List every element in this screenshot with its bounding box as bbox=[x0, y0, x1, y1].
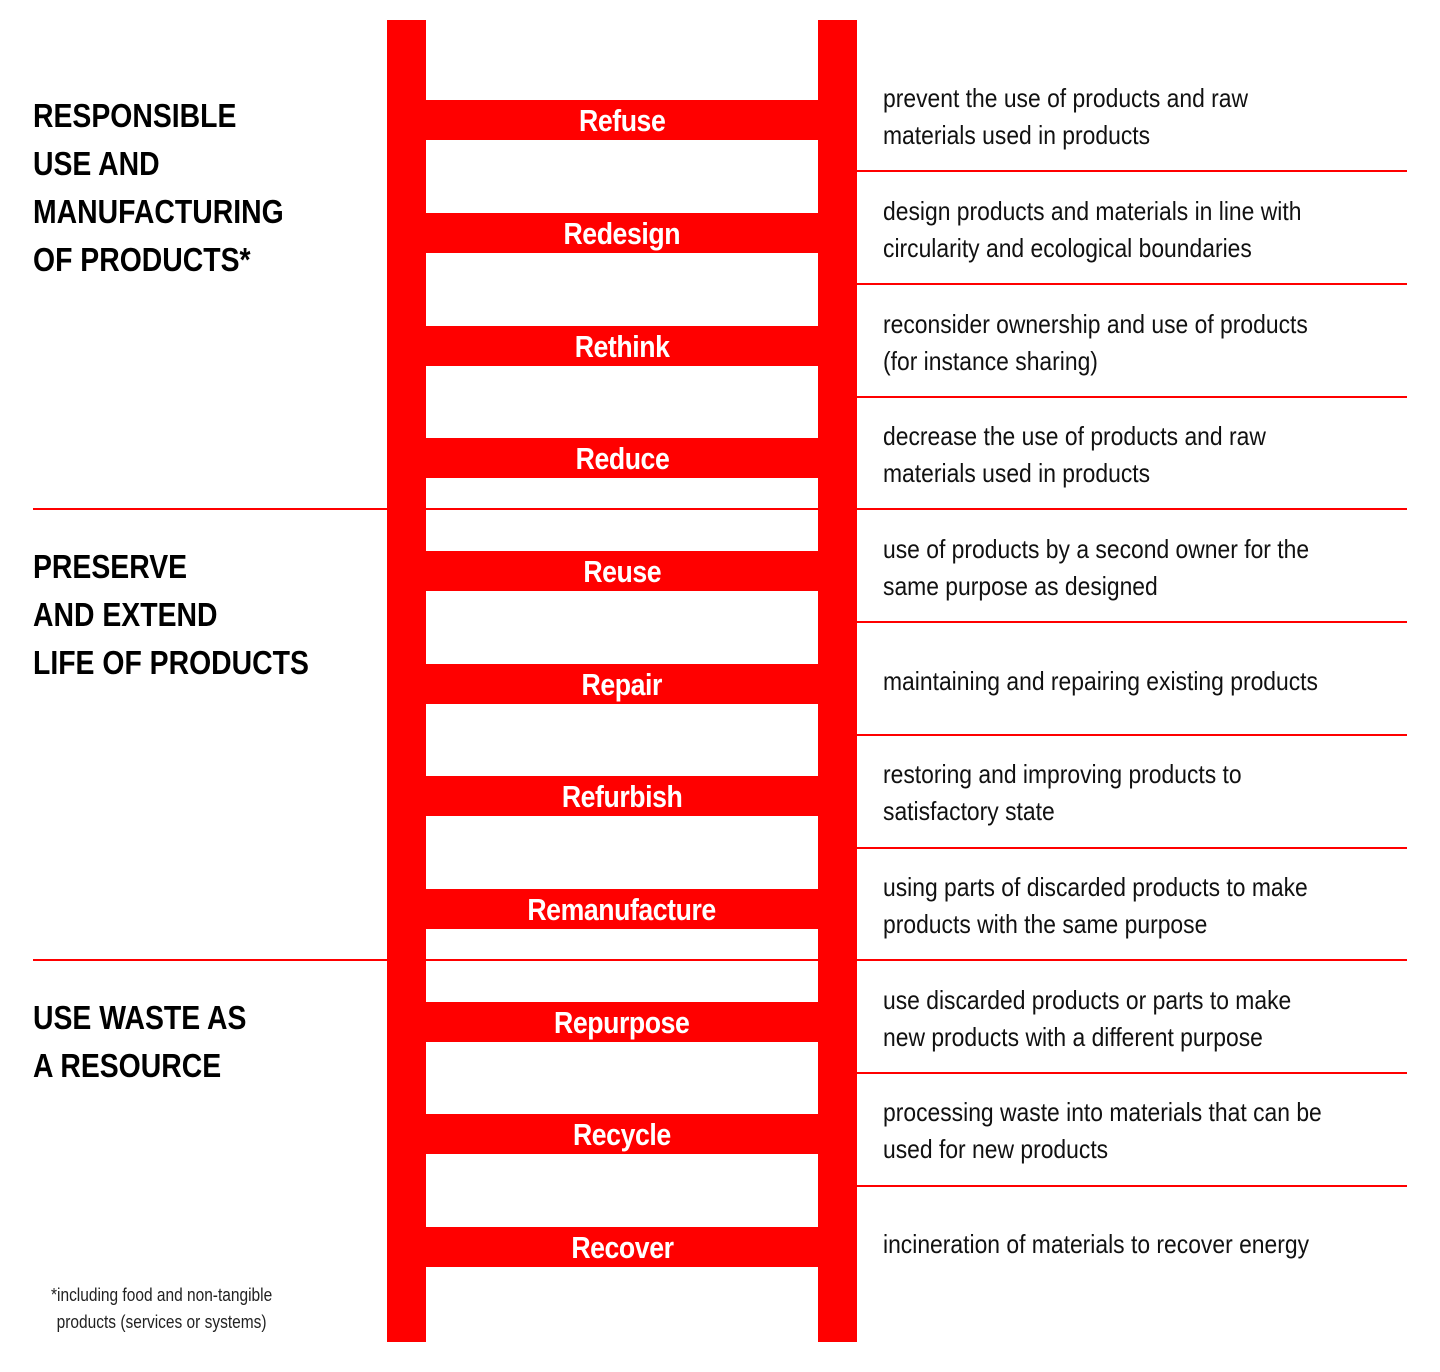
description-reduce: decrease the use of products and raw mat… bbox=[883, 399, 1413, 511]
rung-label: Repurpose bbox=[554, 1004, 690, 1040]
rung-label: Recover bbox=[570, 1229, 674, 1265]
description-text: decrease the use of products and raw mat… bbox=[883, 421, 1266, 488]
row-divider bbox=[857, 283, 1407, 285]
section-title-waste-resource: USE WASTE AS A RESOURCE bbox=[33, 999, 247, 1084]
description-text: use of products by a second owner for th… bbox=[883, 534, 1310, 601]
rung-label: Reuse bbox=[583, 553, 661, 589]
rung-label: Remanufacture bbox=[527, 891, 717, 927]
rung-label: Repair bbox=[581, 666, 663, 702]
rung-label: Reduce bbox=[575, 440, 669, 476]
rung-reduce: Reduce bbox=[387, 438, 857, 478]
description-text: design products and materials in line wi… bbox=[883, 196, 1302, 263]
rung-label: Redesign bbox=[563, 215, 681, 251]
description-repurpose: use discarded products or parts to make … bbox=[883, 963, 1413, 1075]
description-remanufacture: using parts of discarded products to mak… bbox=[883, 850, 1413, 962]
row-divider bbox=[857, 847, 1407, 849]
rung-repurpose: Repurpose bbox=[387, 1002, 857, 1042]
description-text: using parts of discarded products to mak… bbox=[883, 872, 1308, 939]
description-text: processing waste into materials that can… bbox=[883, 1097, 1322, 1164]
section-title-responsible-use: RESPONSIBLE USE AND MANUFACTURING OF PRO… bbox=[33, 97, 284, 278]
description-repair: maintaining and repairing existing produ… bbox=[883, 625, 1413, 737]
rung-reuse: Reuse bbox=[387, 551, 857, 591]
row-divider bbox=[857, 734, 1407, 736]
description-text: maintaining and repairing existing produ… bbox=[883, 665, 1318, 696]
rung-recycle: Recycle bbox=[387, 1114, 857, 1154]
row-divider bbox=[857, 621, 1407, 623]
rung-repair: Repair bbox=[387, 664, 857, 704]
description-text: incineration of materials to recover ene… bbox=[883, 1228, 1310, 1259]
row-divider bbox=[857, 1072, 1407, 1074]
rung-refuse: Refuse bbox=[387, 100, 857, 140]
rung-redesign: Redesign bbox=[387, 213, 857, 253]
section-divider-2 bbox=[33, 959, 1407, 961]
section-title-preserve-extend: PRESERVE AND EXTEND LIFE OF PRODUCTS bbox=[33, 548, 309, 681]
row-divider bbox=[857, 396, 1407, 398]
rung-label: Refurbish bbox=[561, 778, 683, 814]
description-rethink: reconsider ownership and use of products… bbox=[883, 287, 1413, 399]
description-refuse: prevent the use of products and raw mate… bbox=[883, 61, 1413, 173]
rung-recover: Recover bbox=[387, 1227, 857, 1267]
description-recycle: processing waste into materials that can… bbox=[883, 1075, 1413, 1187]
rung-remanufacture: Remanufacture bbox=[387, 889, 857, 929]
description-reuse: use of products by a second owner for th… bbox=[883, 512, 1413, 624]
description-recover: incineration of materials to recover ene… bbox=[883, 1188, 1413, 1300]
rung-label: Refuse bbox=[578, 102, 666, 138]
description-redesign: design products and materials in line wi… bbox=[883, 174, 1413, 286]
section-divider-1 bbox=[33, 508, 1407, 510]
footnote: *including food and non-tangible product… bbox=[50, 1285, 273, 1332]
row-divider bbox=[857, 170, 1407, 172]
description-text: use discarded products or parts to make … bbox=[883, 985, 1292, 1052]
description-text: reconsider ownership and use of products… bbox=[883, 309, 1308, 376]
description-text: prevent the use of products and raw mate… bbox=[883, 83, 1249, 150]
description-text: restoring and improving products to sati… bbox=[883, 759, 1242, 826]
rung-rethink: Rethink bbox=[387, 326, 857, 366]
rung-refurbish: Refurbish bbox=[387, 776, 857, 816]
description-refurbish: restoring and improving products to sati… bbox=[883, 737, 1413, 849]
row-divider bbox=[857, 1185, 1407, 1187]
rung-label: Recycle bbox=[573, 1116, 671, 1152]
rung-label: Rethink bbox=[574, 328, 670, 364]
